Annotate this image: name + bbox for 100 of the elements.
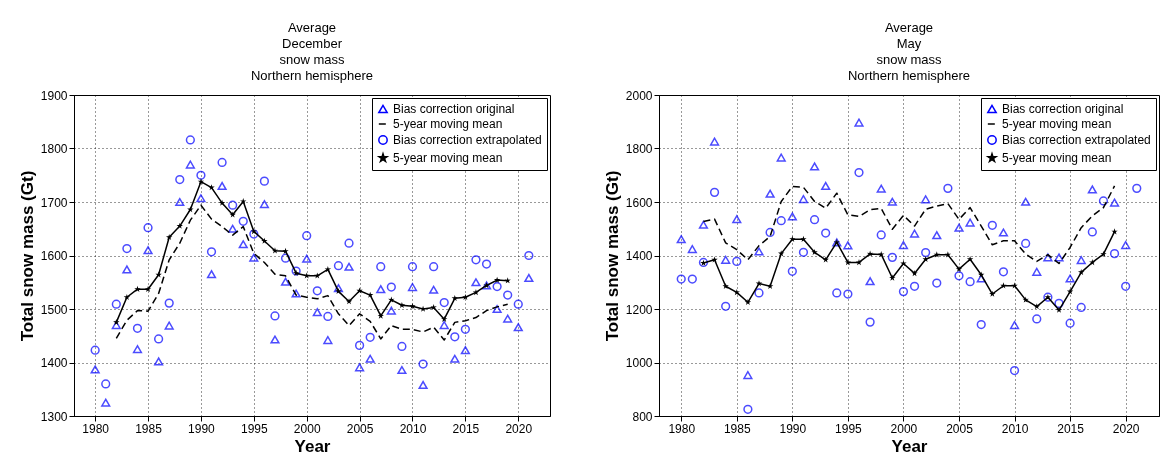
point	[998, 267, 1009, 277]
point	[765, 189, 775, 198]
point	[722, 282, 729, 289]
point	[143, 246, 153, 255]
point	[921, 247, 931, 258]
point	[280, 253, 291, 263]
point	[492, 304, 502, 314]
point	[932, 231, 942, 240]
point	[1109, 249, 1120, 259]
x-tick-label: 2020	[1112, 421, 1140, 436]
point	[978, 271, 985, 278]
point	[333, 284, 344, 293]
point	[1065, 318, 1075, 328]
point	[513, 299, 523, 309]
point	[843, 241, 853, 250]
point	[101, 379, 111, 389]
y-tick-label: 1600	[40, 249, 68, 263]
point	[175, 174, 185, 185]
point	[878, 251, 885, 258]
y-tick-label: 1600	[625, 195, 653, 210]
point	[1087, 185, 1097, 194]
x-tick-label: 2000	[890, 421, 918, 436]
point	[185, 135, 195, 145]
y-axis-title: Total snow mass (Gt)	[602, 170, 622, 342]
point	[441, 315, 448, 322]
point	[323, 311, 333, 322]
point	[676, 274, 686, 284]
point	[154, 357, 164, 366]
point	[418, 359, 428, 369]
x-tick-label: 2005	[946, 421, 974, 436]
point	[832, 288, 842, 298]
point	[966, 255, 974, 262]
point	[249, 229, 259, 239]
point	[843, 289, 853, 299]
point	[865, 317, 875, 327]
legend-label: 5-year moving mean	[1002, 117, 1112, 131]
point	[240, 198, 247, 205]
point	[123, 293, 131, 300]
point	[376, 285, 386, 294]
point	[876, 230, 886, 240]
point	[854, 167, 864, 178]
point	[377, 312, 384, 319]
point	[409, 302, 416, 310]
point	[876, 184, 886, 193]
y-tick-label: 1400	[625, 249, 653, 263]
point	[800, 235, 807, 242]
point	[187, 206, 194, 213]
point	[711, 256, 718, 263]
y-tick-label: 1400	[40, 356, 68, 370]
x-tick-label: 2010	[399, 421, 427, 436]
point	[291, 289, 301, 298]
point	[776, 153, 786, 162]
point	[909, 281, 920, 291]
point	[1076, 255, 1086, 265]
point	[932, 278, 942, 288]
x-axis-title: Year	[891, 436, 928, 456]
point	[1109, 198, 1120, 207]
point	[765, 227, 775, 238]
point	[954, 271, 964, 281]
point	[270, 311, 280, 321]
y-tick-label: 1000	[625, 356, 653, 370]
point	[1087, 227, 1097, 237]
point	[898, 287, 909, 297]
x-tick-label: 2015	[452, 421, 480, 436]
point	[1132, 183, 1142, 193]
point	[250, 228, 258, 235]
point	[333, 261, 344, 271]
point	[976, 274, 986, 283]
point	[407, 262, 418, 272]
x-tick-label: 1995	[835, 421, 863, 436]
y-tick-label: 1500	[40, 302, 68, 317]
point	[513, 323, 523, 332]
point	[933, 251, 940, 258]
point	[354, 340, 365, 350]
point	[229, 211, 236, 218]
point	[386, 282, 396, 292]
point	[238, 240, 248, 249]
legend-label: Bias correction original	[1002, 102, 1124, 116]
point	[965, 277, 975, 287]
point	[687, 274, 697, 284]
point	[900, 260, 907, 267]
y-tick-label: 1800	[625, 142, 653, 156]
point	[1032, 267, 1042, 276]
point	[922, 255, 929, 262]
point	[324, 266, 332, 273]
point	[345, 298, 353, 305]
point	[821, 181, 831, 191]
point	[754, 247, 764, 256]
point	[282, 247, 289, 254]
point	[798, 247, 809, 257]
point	[451, 294, 458, 302]
point	[524, 273, 534, 283]
point	[798, 194, 809, 204]
point	[122, 265, 132, 274]
point	[887, 252, 897, 262]
point	[889, 274, 896, 281]
point	[228, 224, 238, 233]
point	[1066, 288, 1074, 295]
x-tick-label: 2010	[1001, 421, 1029, 436]
point	[732, 256, 742, 266]
